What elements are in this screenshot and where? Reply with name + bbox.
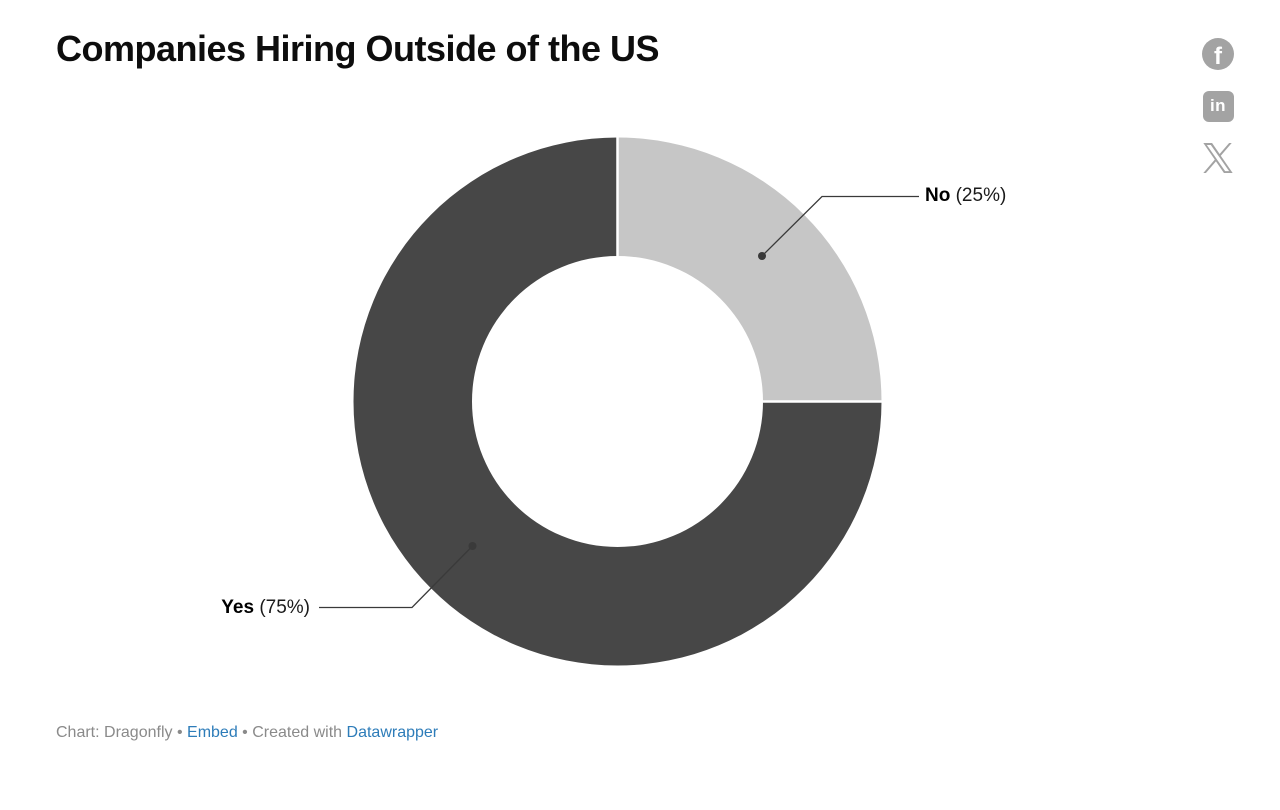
chart-footer: Chart: Dragonfly • Embed • Created with … — [56, 724, 438, 742]
linkedin-share-button[interactable]: in — [1201, 90, 1235, 122]
slice-label-no: No (25%) — [925, 185, 1007, 206]
donut-slice-yes[interactable] — [353, 137, 882, 666]
x-twitter-icon — [1203, 143, 1233, 173]
donut-slices — [353, 137, 882, 666]
datawrapper-link[interactable]: Datawrapper — [346, 724, 439, 741]
donut-slice-no[interactable] — [617, 137, 882, 402]
attribution-text: Chart: Dragonfly — [56, 724, 173, 741]
share-toolbar: f in — [1201, 38, 1235, 174]
callout-connector-no — [758, 195, 919, 260]
callout-dot-no — [758, 252, 766, 260]
created-with-text: Created with — [252, 724, 343, 741]
x-twitter-share-button[interactable] — [1201, 142, 1235, 174]
callout-dot-yes — [468, 542, 477, 550]
facebook-share-button[interactable]: f — [1201, 38, 1235, 70]
footer-separator: • — [242, 724, 248, 741]
embed-link[interactable]: Embed — [187, 724, 238, 741]
donut-separators — [616, 137, 882, 403]
callout-connector-yes — [319, 542, 477, 609]
facebook-icon: f — [1202, 38, 1234, 70]
slice-label-yes: Yes (75%) — [221, 597, 310, 618]
page-title: Companies Hiring Outside of the US — [56, 28, 660, 69]
footer-separator: • — [176, 724, 183, 741]
linkedin-icon: in — [1202, 90, 1234, 122]
